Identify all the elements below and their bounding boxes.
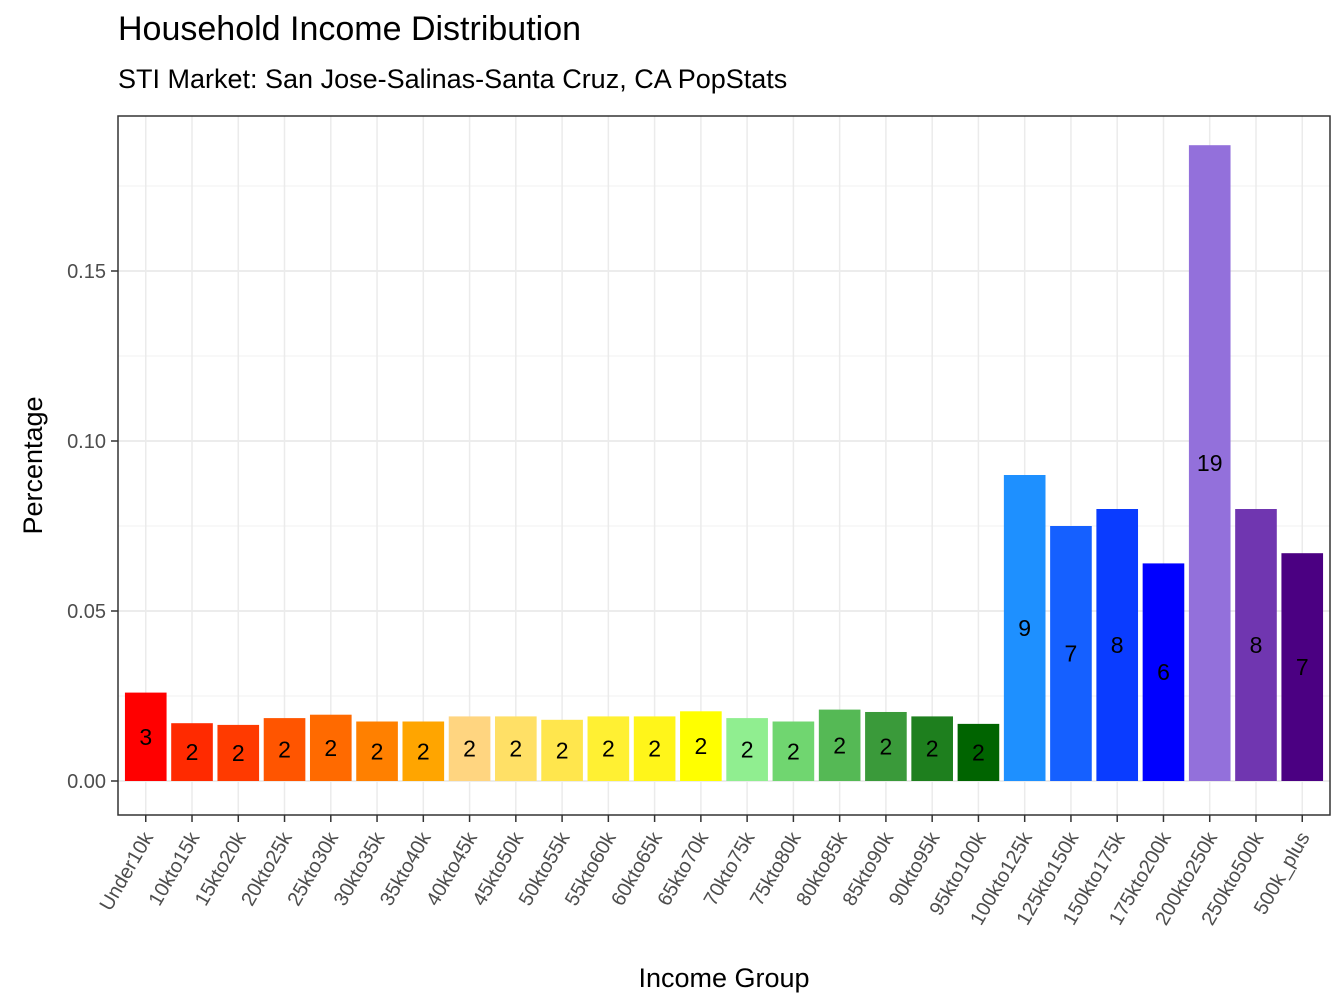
bar-80kto85k xyxy=(818,709,861,781)
bar-15kto20k xyxy=(217,724,260,781)
y-tick-label: 0.05 xyxy=(67,601,106,623)
bar-200kto250k xyxy=(1188,145,1231,781)
bar-label-85kto90k: 2 xyxy=(880,733,893,759)
bar-label-30kto35k: 2 xyxy=(371,738,384,764)
bar-70kto75k xyxy=(726,718,768,781)
bar-Under10k xyxy=(124,692,167,781)
bar-label-25kto30k: 2 xyxy=(324,735,337,761)
bar-label-75kto80k: 2 xyxy=(787,738,800,764)
bar-35kto40k xyxy=(402,721,445,781)
bar-label-90kto95k: 2 xyxy=(926,736,939,762)
chart-subtitle: STI Market: San Jose-Salinas-Santa Cruz,… xyxy=(118,64,788,94)
bar-label-Under10k: 3 xyxy=(139,724,152,750)
bar-label-15kto20k: 2 xyxy=(232,740,245,766)
panel-border xyxy=(117,115,1331,816)
bar-125kto150k xyxy=(1050,526,1092,781)
bar-100kto125k xyxy=(1003,475,1046,781)
bar-label-65kto70k: 2 xyxy=(694,733,707,759)
bar-20kto25k xyxy=(263,718,306,781)
bar-labels: 3 2 2 2 2 2 2 2 2 2 2 2 2 2 2 2 2 2 2 9 7 8 6 19 8 7 xyxy=(139,450,1308,766)
bar-25kto30k xyxy=(309,714,352,781)
bar-30kto35k xyxy=(356,721,398,781)
bar-45kto50k xyxy=(495,716,537,781)
bar-60kto65k xyxy=(633,716,676,781)
bar-250kto500k xyxy=(1235,509,1277,781)
bar-55kto60k xyxy=(587,716,630,781)
bar-label-50kto55k: 2 xyxy=(556,737,569,763)
bar-10kto15k xyxy=(171,723,213,781)
bar-label-250kto500k: 8 xyxy=(1250,632,1263,658)
bar-500k_plus xyxy=(1281,553,1324,781)
bar-label-95kto100k: 2 xyxy=(972,739,985,765)
bar-95kto100k xyxy=(957,723,1000,781)
bar-label-500k_plus: 7 xyxy=(1296,654,1309,680)
bar-label-55kto60k: 2 xyxy=(602,736,615,762)
bar-label-10kto15k: 2 xyxy=(186,739,199,765)
bars xyxy=(124,145,1324,781)
bar-label-35kto40k: 2 xyxy=(417,738,430,764)
bar-label-60kto65k: 2 xyxy=(648,736,661,762)
y-tick-label: 0.00 xyxy=(67,771,106,793)
bar-75kto80k xyxy=(772,721,815,781)
y-tick-label: 0.10 xyxy=(67,431,106,453)
bar-label-40kto45k: 2 xyxy=(463,736,476,762)
bar-label-20kto25k: 2 xyxy=(278,737,291,763)
x-axis-title: Income Group xyxy=(638,963,809,993)
chart-title: Household Income Distribution xyxy=(118,10,582,48)
y-tick-label: 0.15 xyxy=(67,261,106,283)
y-axis: 0.00 0.05 0.10 0.15 xyxy=(67,261,118,793)
bar-85kto90k xyxy=(865,711,907,781)
bar-label-150kto175k: 8 xyxy=(1111,632,1124,658)
bar-label-80kto85k: 2 xyxy=(833,732,846,758)
bar-label-200kto250k: 19 xyxy=(1197,450,1223,476)
bar-150kto175k xyxy=(1096,509,1139,781)
bar-label-175kto200k: 6 xyxy=(1157,659,1170,685)
x-axis: Under10k10kto15k15kto20k20kto25k25kto30k… xyxy=(96,815,1315,929)
bar-label-100kto125k: 9 xyxy=(1018,615,1031,641)
bar-label-45kto50k: 2 xyxy=(509,736,522,762)
bar-40kto45k xyxy=(448,716,491,781)
y-axis-title: Percentage xyxy=(18,396,48,534)
bar-65kto70k xyxy=(680,711,722,781)
bar-175kto200k xyxy=(1142,563,1185,781)
bar-50kto55k xyxy=(541,719,583,781)
bar-90kto95k xyxy=(911,716,953,781)
bar-label-125kto150k: 7 xyxy=(1065,641,1078,667)
bar-label-70kto75k: 2 xyxy=(741,737,754,763)
